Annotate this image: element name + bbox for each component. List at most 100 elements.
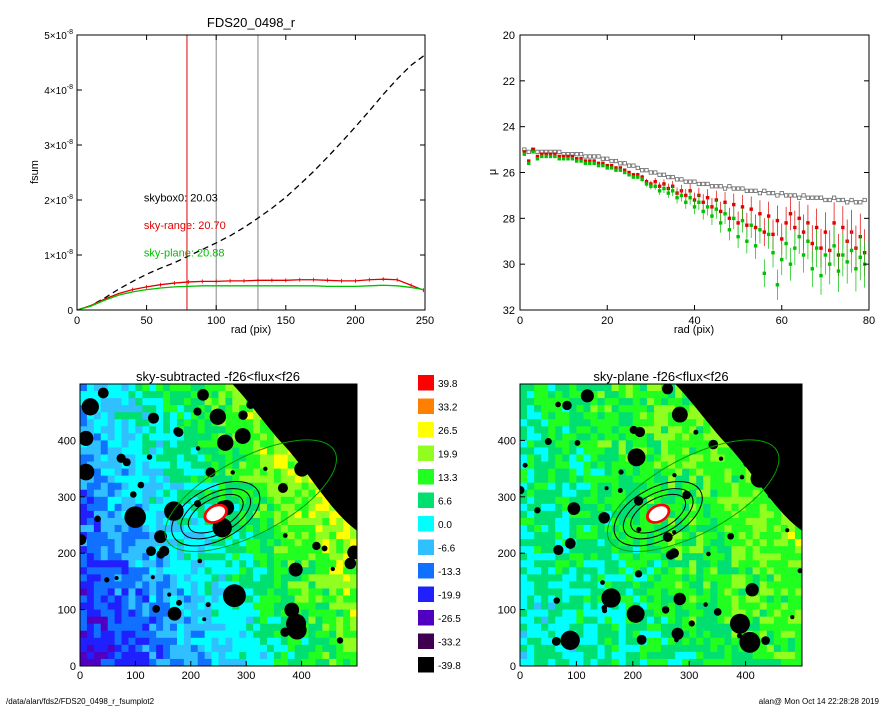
pixel	[315, 532, 323, 540]
pixel	[724, 475, 733, 484]
mu-point-s1	[753, 225, 758, 230]
pixel	[611, 525, 620, 533]
colorbar-label-11: -33.2	[438, 637, 461, 648]
masked-source	[263, 466, 268, 471]
pixel	[93, 588, 102, 597]
masked-source	[627, 448, 646, 467]
pixel	[724, 574, 733, 582]
pixel	[183, 595, 192, 604]
pixel	[211, 475, 220, 484]
mu-point-s1	[583, 159, 588, 163]
pixel	[156, 595, 164, 604]
pixel	[541, 419, 549, 427]
mu-point-s2	[579, 159, 583, 163]
pixel	[668, 658, 676, 666]
pixel	[343, 595, 351, 604]
mu-point-s2	[723, 212, 727, 216]
pixel	[597, 489, 606, 498]
pixel	[322, 658, 330, 666]
pixel	[114, 651, 123, 660]
pixel	[315, 517, 323, 526]
pixel	[724, 517, 733, 526]
pixel	[183, 454, 192, 463]
pixel	[142, 609, 150, 618]
masked-source	[661, 606, 670, 614]
pixel	[197, 398, 206, 406]
pixel	[170, 595, 178, 604]
pixel	[527, 651, 535, 660]
pixel	[287, 581, 296, 590]
pixel	[717, 560, 726, 568]
pixel	[653, 560, 662, 568]
mu-point-s0	[696, 181, 701, 187]
mu-point-s0	[714, 184, 719, 189]
pixel	[280, 658, 289, 666]
pixel	[232, 447, 240, 456]
pixel	[183, 468, 192, 477]
mu-point-s2	[636, 175, 640, 179]
y-tick-label: 24	[503, 122, 515, 134]
pixel	[625, 489, 634, 498]
pixel	[668, 398, 676, 406]
pixel	[80, 560, 88, 568]
pixel	[280, 517, 289, 526]
pixel	[107, 426, 116, 434]
pixel	[668, 623, 676, 632]
colorbar-swatch-5	[418, 492, 434, 508]
mu-point-s2	[832, 244, 836, 248]
x-tick-label: 60	[776, 315, 788, 327]
pixel	[520, 651, 528, 660]
pixel	[520, 658, 528, 666]
mu-point-s2	[819, 273, 823, 278]
pixel	[343, 658, 351, 666]
pixel	[107, 496, 116, 505]
pixel	[611, 426, 620, 434]
pixel	[668, 595, 676, 604]
pixel	[266, 461, 275, 470]
pixel	[527, 475, 535, 484]
colorbar-label-12: -39.8	[438, 661, 461, 672]
pixel	[218, 461, 227, 470]
pixel	[93, 595, 102, 604]
mu-point-s1	[784, 221, 788, 225]
pixel	[170, 419, 178, 427]
pixel	[675, 496, 683, 505]
pixel	[590, 602, 599, 611]
pixel	[114, 560, 123, 568]
mu-point-s2	[644, 182, 649, 186]
pixel	[773, 546, 782, 554]
pixel	[731, 595, 740, 604]
pixel	[100, 433, 109, 441]
pixel	[197, 384, 206, 392]
pixel	[759, 546, 768, 554]
pixel	[569, 454, 577, 463]
pixel	[668, 412, 676, 420]
pixel	[562, 391, 570, 399]
pixel	[190, 525, 199, 533]
pixel	[197, 405, 206, 413]
pixel	[273, 658, 282, 666]
pixel	[128, 384, 136, 392]
pixel	[260, 517, 268, 526]
pixel	[717, 496, 726, 505]
pixel	[611, 658, 620, 666]
pixel	[682, 433, 690, 441]
pixel	[632, 546, 641, 554]
pixel	[527, 644, 535, 653]
pixel	[266, 644, 275, 653]
pixel	[218, 609, 227, 618]
pixel	[225, 539, 233, 547]
pixel	[156, 644, 164, 653]
mu-point-s2	[657, 189, 662, 193]
pixel	[156, 468, 164, 477]
pixel	[773, 532, 782, 540]
pixel	[197, 496, 206, 505]
masked-source	[672, 530, 677, 535]
pixel	[128, 419, 136, 427]
pixel	[604, 503, 613, 512]
pixel	[190, 503, 199, 512]
pixel	[183, 475, 192, 484]
masked-source	[777, 423, 788, 435]
pixel	[527, 602, 535, 611]
pixel	[682, 461, 690, 470]
